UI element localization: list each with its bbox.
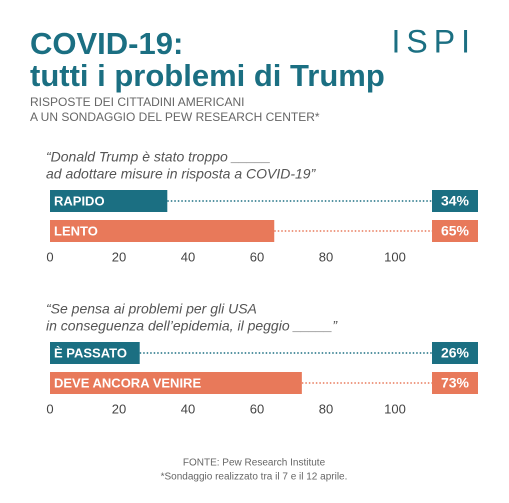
x-tick-label: 80 (319, 249, 333, 264)
x-tick-label: 100 (384, 401, 406, 416)
x-tick-label: 40 (181, 401, 195, 416)
x-tick-label: 40 (181, 249, 195, 264)
value-label: 73% (441, 375, 470, 391)
bar (50, 190, 168, 212)
bar (50, 342, 140, 364)
category-label: È PASSATO (54, 345, 127, 360)
x-tick-label: 80 (319, 401, 333, 416)
value-box (432, 220, 478, 242)
source: FONTE: Pew Research Institute (183, 458, 326, 469)
title-line: COVID-19: (30, 26, 183, 61)
bar (50, 220, 275, 242)
question-line: in conseguenza dell’epidemia, il peggio … (46, 318, 338, 334)
value-box (432, 372, 478, 394)
question-line: “Donald Trump è stato troppo _____ (46, 149, 271, 165)
value-label: 26% (441, 345, 470, 361)
x-tick-label: 100 (384, 249, 406, 264)
value-box (432, 342, 478, 364)
x-tick-label: 20 (112, 401, 126, 416)
question-line: ad adottare misure in risposta a COVID-1… (46, 166, 317, 182)
x-tick-label: 60 (250, 249, 264, 264)
value-box (432, 190, 478, 212)
x-tick-label: 20 (112, 249, 126, 264)
category-label: RAPIDO (54, 193, 105, 208)
title-line: tutti i problemi di Trump (30, 58, 385, 93)
value-label: 65% (441, 223, 470, 239)
category-label: DEVE ANCORA VENIRE (54, 375, 201, 390)
bar (50, 372, 302, 394)
subtitle-line: A UN SONDAGGIO DEL PEW RESEARCH CENTER* (30, 110, 320, 124)
logo: ISPI (392, 23, 476, 59)
category-label: LENTO (54, 223, 98, 238)
subtitle-line: RISPOSTE DEI CITTADINI AMERICANI (30, 95, 244, 109)
value-label: 34% (441, 193, 470, 209)
question-line: “Se pensa ai problemi per gli USA (46, 301, 257, 317)
x-tick-label: 0 (46, 401, 53, 416)
x-tick-label: 60 (250, 401, 264, 416)
x-tick-label: 0 (46, 249, 53, 264)
note: *Sondaggio realizzato tra il 7 e il 12 a… (161, 472, 348, 483)
